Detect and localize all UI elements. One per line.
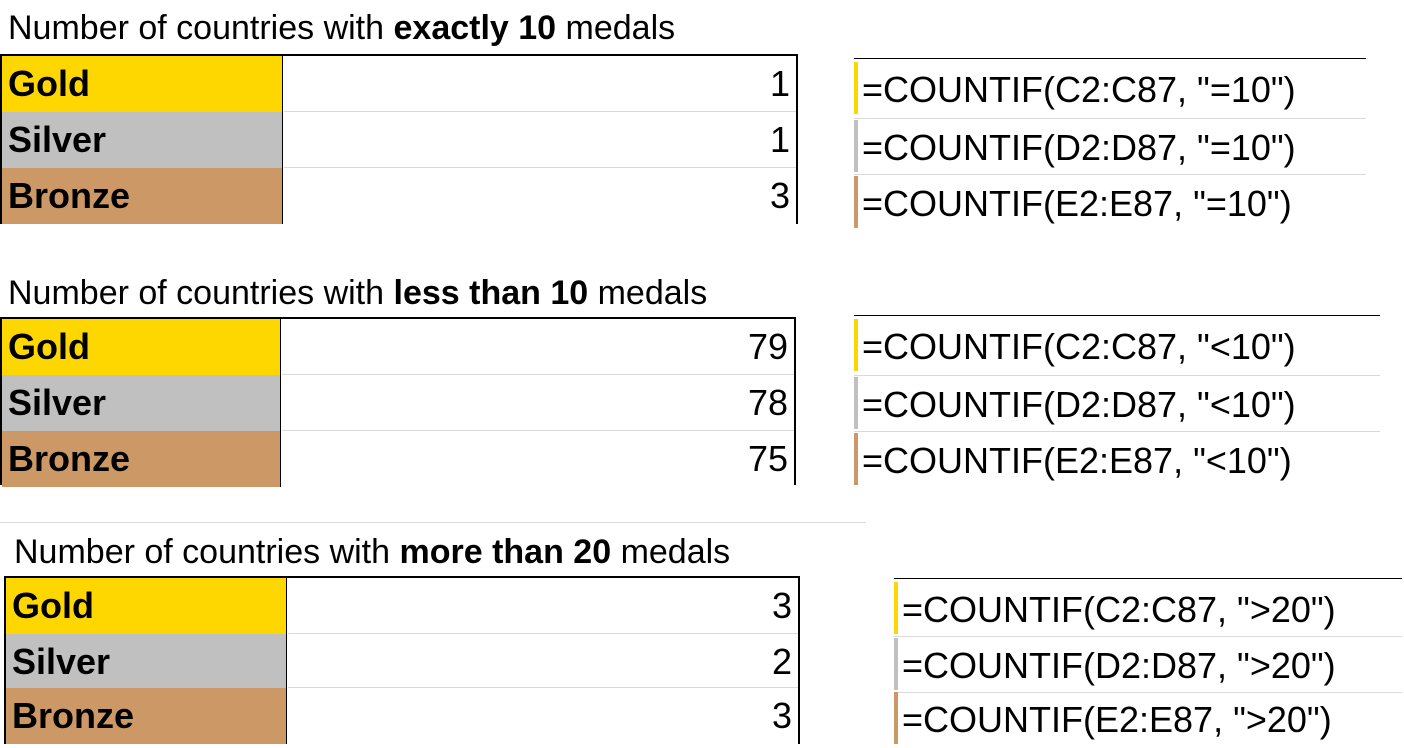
results-table: Gold 1 Silver 1 Bronze 3 [0,54,798,224]
bronze-value-cell[interactable]: 75 [280,431,794,487]
silver-label-cell[interactable]: Silver [2,112,282,168]
gold-formula[interactable]: =COUNTIF(C2:C87, "<10") [862,326,1296,367]
section-title: Number of countries with less than 10 me… [8,273,707,313]
title-suffix: medals [611,533,731,571]
gold-swatch [894,582,898,634]
bronze-value-cell[interactable]: 3 [286,688,798,744]
silver-swatch [894,638,898,690]
title-suffix: medals [556,9,676,47]
gold-value-cell[interactable]: 3 [286,578,798,634]
bronze-value-cell[interactable]: 3 [282,168,796,224]
table-row[interactable]: Silver 78 [2,375,794,431]
results-table: Gold 3 Silver 2 Bronze 3 [4,576,800,744]
table-row[interactable]: Silver 1 [2,112,796,168]
gold-value-cell[interactable]: 79 [280,319,794,375]
section-title: Number of countries with more than 20 me… [14,532,730,572]
silver-value-cell[interactable]: 78 [280,375,794,431]
section-less-than-10: Number of countries with less than 10 me… [0,265,1404,487]
silver-formula[interactable]: =COUNTIF(D2:D87, ">20") [902,645,1336,686]
results-table: Gold 79 Silver 78 Bronze 75 [0,317,796,487]
bronze-label-cell[interactable]: Bronze [6,688,286,744]
gold-value-cell[interactable]: 1 [282,56,796,112]
table-row[interactable]: Bronze 3 [6,688,798,744]
bronze-label-cell[interactable]: Bronze [2,431,280,487]
silver-swatch [854,377,858,429]
gold-swatch [854,319,858,371]
formula-panel: =COUNTIF(C2:C87, "<10") =COUNTIF(D2:D87,… [854,315,1384,485]
gold-swatch [854,62,858,114]
title-bold: more than 20 [399,533,612,571]
gold-label-cell[interactable]: Gold [2,319,280,375]
section-title: Number of countries with exactly 10 meda… [8,8,675,48]
silver-value-cell[interactable]: 2 [286,634,798,690]
bronze-swatch [854,433,858,485]
bronze-formula[interactable]: =COUNTIF(E2:E87, "=10") [862,183,1292,224]
bronze-label-cell[interactable]: Bronze [2,168,282,224]
formula-panel: =COUNTIF(C2:C87, "=10") =COUNTIF(D2:D87,… [854,58,1374,232]
gold-formula[interactable]: =COUNTIF(C2:C87, ">20") [902,589,1336,630]
gold-formula[interactable]: =COUNTIF(C2:C87, "=10") [862,69,1296,110]
table-row[interactable]: Gold 1 [2,56,796,112]
title-bold: less than 10 [393,274,589,312]
section-exactly-10: Number of countries with exactly 10 meda… [0,0,1404,235]
silver-formula[interactable]: =COUNTIF(D2:D87, "<10") [862,384,1296,425]
silver-label-cell[interactable]: Silver [2,375,280,431]
table-row[interactable]: Bronze 75 [2,431,794,487]
silver-label-cell[interactable]: Silver [6,634,286,690]
bronze-swatch [894,692,898,744]
title-prefix: Number of countries with [8,9,394,47]
table-row[interactable]: Bronze 3 [2,168,796,224]
silver-formula[interactable]: =COUNTIF(D2:D87, "=10") [862,127,1296,168]
bronze-swatch [854,176,858,228]
title-bold: exactly 10 [393,9,557,47]
silver-value-cell[interactable]: 1 [282,112,796,168]
gold-label-cell[interactable]: Gold [6,578,286,634]
gold-label-cell[interactable]: Gold [2,56,282,112]
table-row[interactable]: Silver 2 [6,634,798,690]
title-prefix: Number of countries with [14,533,400,571]
table-row[interactable]: Gold 79 [2,319,794,375]
title-suffix: medals [588,274,708,312]
bronze-formula[interactable]: =COUNTIF(E2:E87, "<10") [862,440,1292,481]
formula-panel: =COUNTIF(C2:C87, ">20") =COUNTIF(D2:D87,… [894,578,1402,746]
silver-swatch [854,120,858,172]
section-more-than-20: Number of countries with more than 20 me… [0,522,1404,747]
bronze-formula[interactable]: =COUNTIF(E2:E87, ">20") [902,699,1332,740]
title-prefix: Number of countries with [8,274,394,312]
table-row[interactable]: Gold 3 [6,578,798,634]
